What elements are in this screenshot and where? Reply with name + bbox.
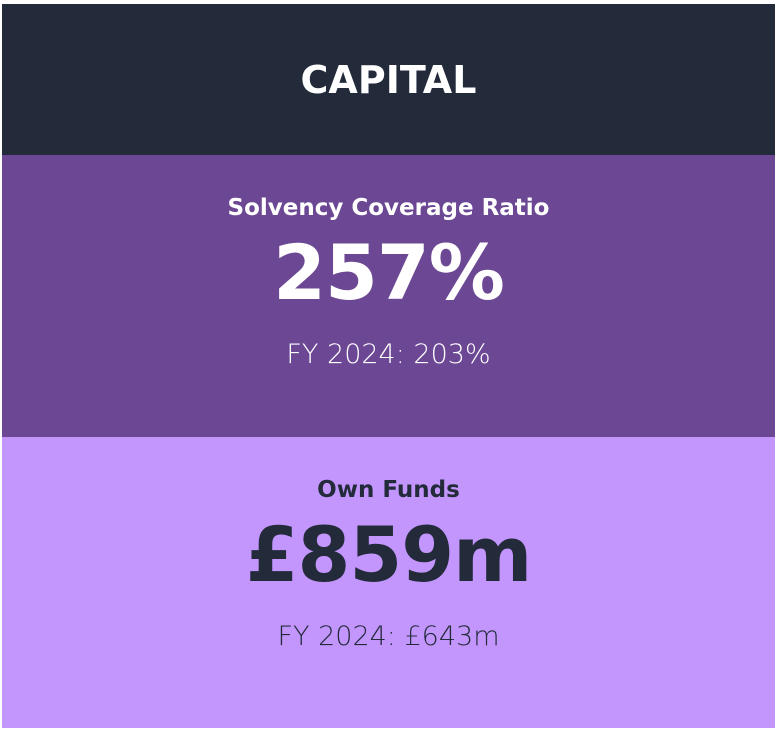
solvency-panel: Solvency Coverage Ratio 257% FY 2024: 20…: [2, 155, 775, 437]
panel-comparison: FY 2024: 203%: [286, 339, 491, 370]
panel-comparison: FY 2024: £643m: [277, 621, 500, 652]
panel-label: Solvency Coverage Ratio: [227, 195, 550, 221]
panel-label: Own Funds: [317, 477, 460, 503]
panel-value: 257%: [273, 228, 505, 317]
header-title: CAPITAL: [2, 4, 775, 155]
own-funds-panel: Own Funds £859m FY 2024: £643m: [2, 437, 775, 728]
capital-card: CAPITAL Solvency Coverage Ratio 257% FY …: [2, 4, 775, 728]
panel-value: £859m: [245, 510, 533, 599]
